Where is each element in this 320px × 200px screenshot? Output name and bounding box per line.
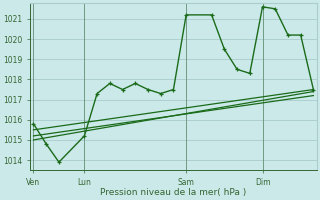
X-axis label: Pression niveau de la mer( hPa ): Pression niveau de la mer( hPa ) xyxy=(100,188,247,197)
